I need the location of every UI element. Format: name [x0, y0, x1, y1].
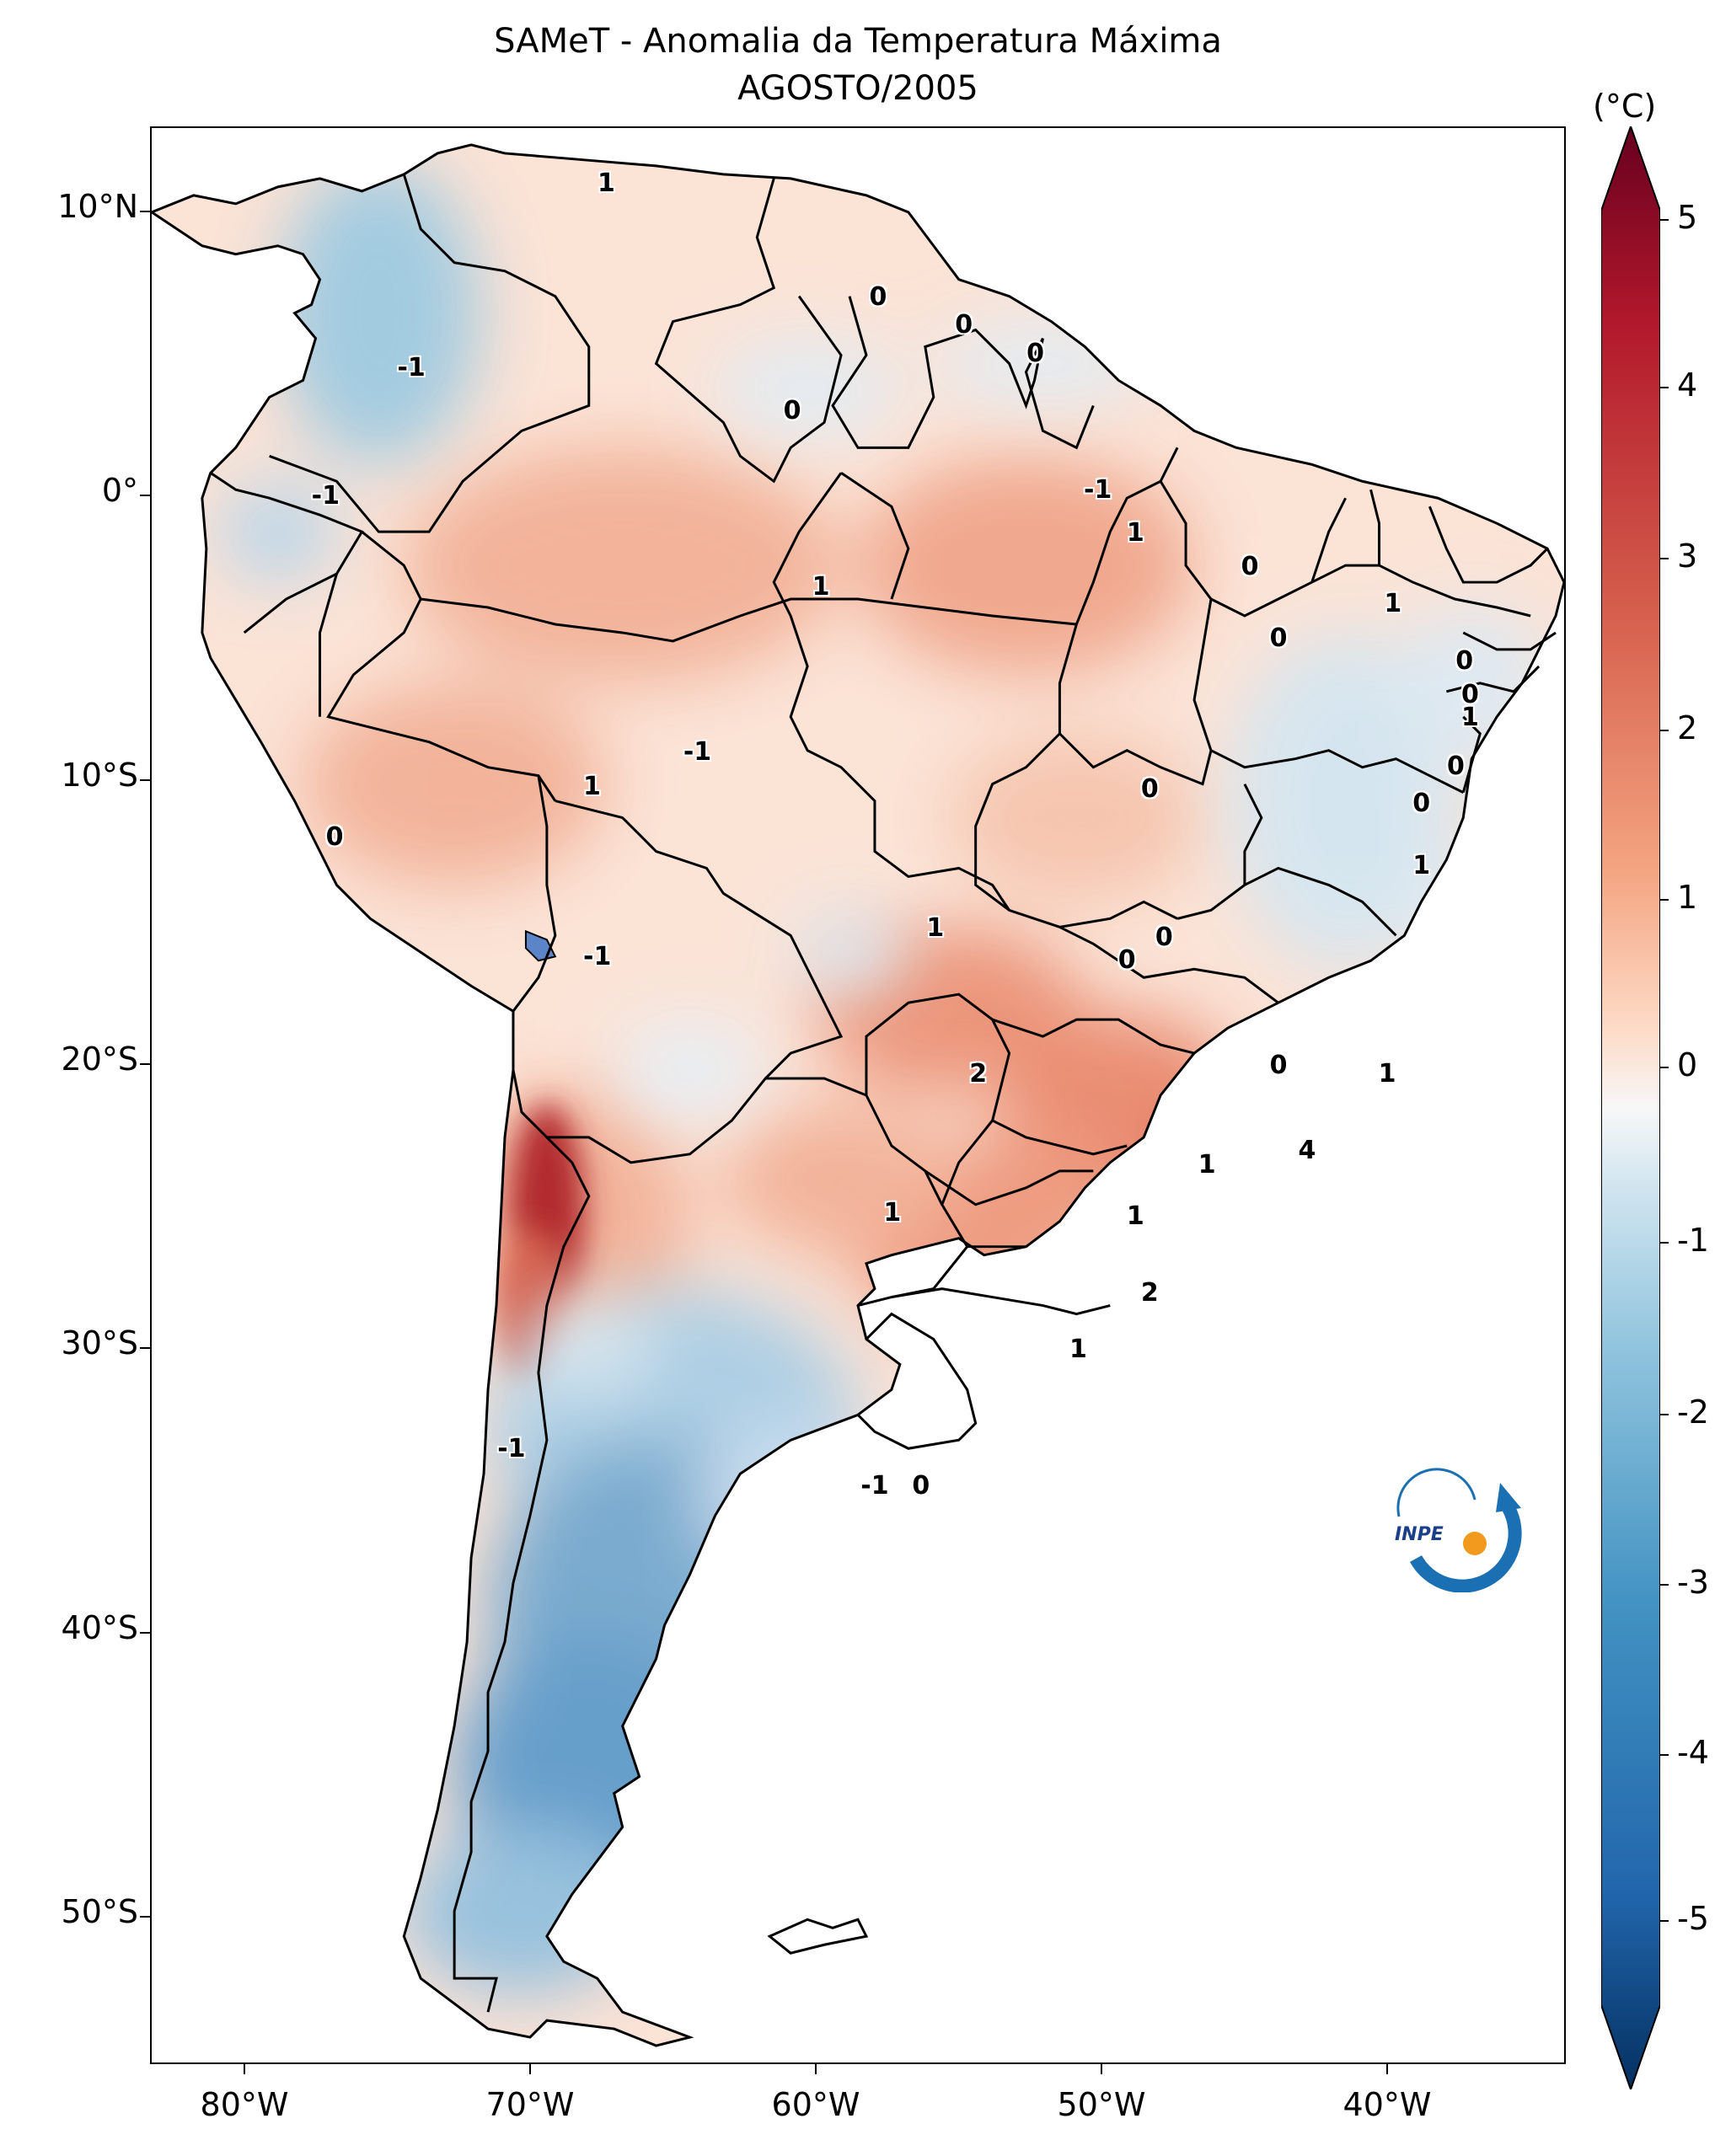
contour-label: 1 [1198, 1149, 1216, 1180]
colorbar-label: -2 [1677, 1394, 1709, 1431]
contour-label: 1 [1384, 589, 1402, 619]
colorbar-label: 2 [1677, 709, 1698, 746]
colorbar [1601, 126, 1660, 2089]
lat-tick [140, 495, 150, 496]
colorbar-label: 4 [1677, 366, 1698, 404]
logo-text: INPE [1395, 1524, 1444, 1545]
contour-label: 1 [883, 1198, 902, 1228]
lon-tick [1386, 2064, 1388, 2074]
contour-label: -1 [683, 737, 712, 768]
contour-label: 2 [969, 1058, 988, 1089]
contour-label: 1 [1069, 1335, 1087, 1365]
lat-tick [140, 1916, 150, 1918]
lat-tick [140, 1632, 150, 1634]
colorbar-tick [1660, 1754, 1669, 1756]
contour-label: -1 [497, 1434, 526, 1464]
contour-label: 0 [1455, 645, 1474, 676]
contour-label: -1 [311, 481, 340, 511]
colorbar-label: -1 [1677, 1222, 1709, 1259]
map-title: SAMeT - Anomalia da Temperatura Máxima [494, 22, 1222, 61]
colorbar-tick [1660, 1242, 1669, 1244]
lat-label-40s: 40°S [61, 1609, 138, 1646]
contour-label: 4 [1298, 1135, 1316, 1165]
contour-label: 0 [1269, 623, 1288, 653]
contour-label: 1 [1461, 703, 1479, 733]
contour-label: 1 [583, 771, 601, 801]
contour-label: 0 [1461, 680, 1479, 710]
contour-label: 1 [1412, 851, 1431, 881]
lon-label-40w: 40°W [1342, 2086, 1432, 2123]
contour-label: 0 [1155, 922, 1173, 952]
contour-label: 0 [912, 1471, 930, 1501]
colorbar-tick [1660, 558, 1669, 559]
lat-label-50s: 50°S [61, 1893, 138, 1930]
colorbar-label: 5 [1677, 199, 1698, 236]
colorbar-tick [1660, 387, 1669, 388]
inpe-logo: INPE [1395, 1468, 1522, 1592]
contour-label: 1 [1126, 517, 1144, 548]
lon-tick [244, 2064, 245, 2074]
contour-label: 1 [812, 572, 830, 602]
lat-label-0: 0° [101, 472, 138, 509]
contour-label: 0 [1412, 788, 1431, 818]
colorbar-label: 3 [1677, 538, 1698, 575]
lat-label-10n: 10°N [57, 188, 138, 225]
colorbar-tick [1660, 1920, 1669, 1922]
contour-label: -1 [860, 1471, 889, 1501]
colorbar-label: -4 [1677, 1734, 1709, 1771]
contour-label: 1 [1378, 1058, 1396, 1089]
lon-tick [815, 2064, 817, 2074]
lat-tick [140, 1063, 150, 1065]
colorbar-tick [1660, 1414, 1669, 1415]
colorbar-tick [1660, 1067, 1669, 1068]
lon-tick [1101, 2064, 1102, 2074]
lon-label-60w: 60°W [771, 2086, 860, 2123]
lat-label-30s: 30°S [61, 1324, 138, 1362]
map-subtitle: AGOSTO/2005 [737, 69, 978, 108]
map-frame [150, 126, 1566, 2064]
contour-label: -1 [397, 353, 426, 383]
contour-label: 0 [1269, 1050, 1288, 1080]
contour-label: 2 [1140, 1277, 1159, 1308]
colorbar-label: -3 [1677, 1564, 1709, 1601]
colorbar-label: -5 [1677, 1900, 1709, 1937]
lon-label-80w: 80°W [200, 2086, 289, 2123]
contour-label: 0 [1140, 773, 1159, 804]
contour-label: 0 [1241, 552, 1259, 582]
lat-tick [140, 779, 150, 781]
contour-label: 1 [926, 913, 945, 944]
colorbar-unit: (°C) [1593, 88, 1657, 125]
colorbar-tick [1660, 219, 1669, 221]
lon-tick [529, 2064, 531, 2074]
contour-label: 0 [1026, 339, 1044, 369]
contour-label: -1 [1084, 475, 1112, 506]
contour-label: 1 [1126, 1201, 1144, 1231]
colorbar-tick [1660, 899, 1669, 901]
contour-label: 1 [598, 168, 615, 198]
contour-label: -1 [583, 942, 612, 972]
colorbar-label: 1 [1677, 879, 1698, 916]
contour-label: 0 [783, 395, 801, 425]
contour-label: 0 [955, 310, 973, 340]
lon-label-70w: 70°W [485, 2086, 575, 2123]
contour-label: 0 [325, 822, 344, 853]
anomaly-map [152, 143, 1564, 2047]
colorbar-tick [1660, 730, 1669, 731]
contour-label: 0 [869, 281, 887, 312]
contour-label: 0 [1447, 751, 1465, 781]
lat-tick [140, 1347, 150, 1349]
colorbar-label: 0 [1677, 1046, 1698, 1083]
lat-label-10s: 10°S [61, 757, 138, 794]
lat-label-20s: 20°S [61, 1041, 138, 1078]
contour-label: 0 [1117, 944, 1136, 975]
lat-tick [140, 211, 150, 212]
lon-label-50w: 50°W [1057, 2086, 1146, 2123]
colorbar-tick [1660, 1584, 1669, 1586]
